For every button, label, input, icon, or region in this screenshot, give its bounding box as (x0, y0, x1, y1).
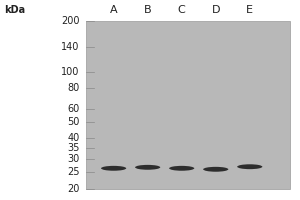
Text: 20: 20 (67, 184, 80, 194)
Text: kDa: kDa (4, 5, 25, 15)
Ellipse shape (135, 165, 160, 170)
Text: E: E (246, 5, 253, 15)
Text: 60: 60 (68, 104, 80, 114)
Text: 30: 30 (68, 154, 80, 164)
Ellipse shape (169, 166, 194, 171)
Text: 50: 50 (67, 117, 80, 127)
Text: 100: 100 (61, 67, 80, 77)
Text: A: A (110, 5, 117, 15)
Text: 200: 200 (61, 16, 80, 26)
Text: 40: 40 (68, 133, 80, 143)
Text: 80: 80 (68, 83, 80, 93)
Ellipse shape (203, 167, 228, 172)
Text: D: D (212, 5, 220, 15)
Text: C: C (178, 5, 186, 15)
Text: 25: 25 (67, 167, 80, 177)
Text: 140: 140 (61, 42, 80, 52)
Ellipse shape (237, 164, 262, 169)
Text: B: B (144, 5, 152, 15)
Ellipse shape (101, 166, 126, 171)
Bar (85, 21, 290, 189)
Text: 35: 35 (67, 143, 80, 153)
